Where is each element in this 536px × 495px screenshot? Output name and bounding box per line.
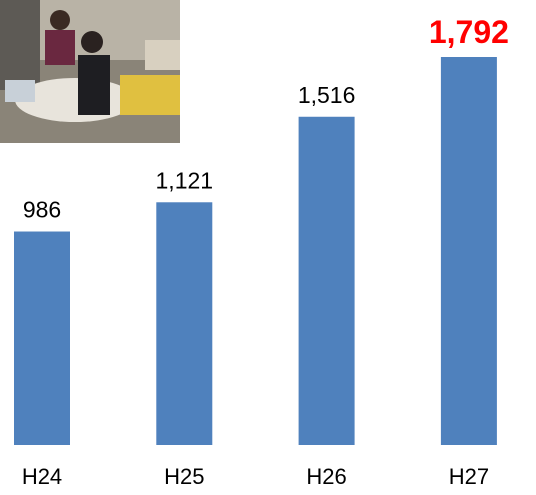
bar bbox=[298, 116, 355, 446]
value-label: 1,121 bbox=[156, 167, 214, 193]
value-label: 1,516 bbox=[298, 82, 356, 108]
bar bbox=[14, 231, 70, 445]
x-tick-label: H24 bbox=[22, 464, 62, 489]
x-tick-label: H27 bbox=[449, 464, 489, 489]
value-label: 986 bbox=[23, 197, 61, 223]
bar bbox=[156, 202, 213, 445]
value-label: 1,792 bbox=[429, 14, 509, 50]
bar bbox=[440, 57, 497, 445]
x-tick-label: H25 bbox=[164, 464, 204, 489]
photo bbox=[0, 0, 180, 143]
x-tick-label: H26 bbox=[306, 464, 346, 489]
